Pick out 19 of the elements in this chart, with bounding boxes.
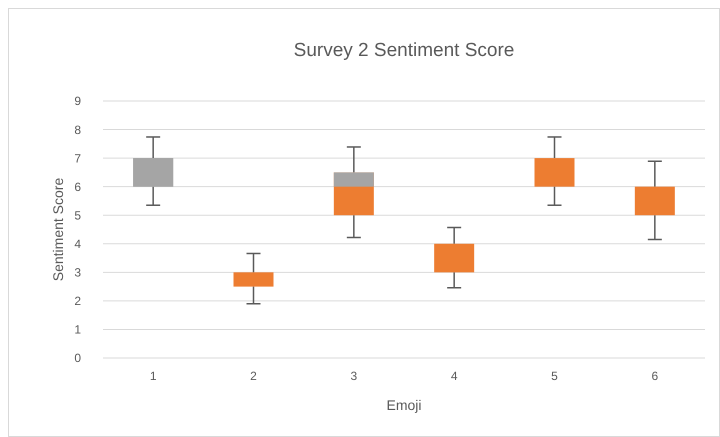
y-tick-label: 4 [74, 236, 82, 251]
x-axis-title: Emoji [386, 397, 422, 413]
y-tick-label: 9 [74, 94, 82, 108]
y-tick-label: 7 [74, 151, 82, 166]
x-tick-label: 4 [450, 369, 458, 383]
x-tick-label: 6 [651, 369, 658, 383]
y-tick-label: 1 [74, 322, 82, 337]
y-tick-label: 2 [74, 294, 82, 308]
x-tick-label: 2 [250, 369, 258, 383]
x-tick-label: 1 [150, 369, 157, 383]
chart-title: Survey 2 Sentiment Score [294, 40, 514, 61]
y-tick-label: 6 [74, 180, 82, 194]
y-tick-label: 3 [74, 266, 82, 280]
y-tick-label: 5 [74, 208, 82, 222]
y-tick-label: 0 [74, 351, 82, 366]
y-axis-title: Sentiment Score [50, 178, 66, 282]
x-tick-label: 5 [551, 369, 558, 383]
x-tick-label: 3 [350, 369, 358, 383]
y-tick-label: 8 [74, 122, 82, 137]
